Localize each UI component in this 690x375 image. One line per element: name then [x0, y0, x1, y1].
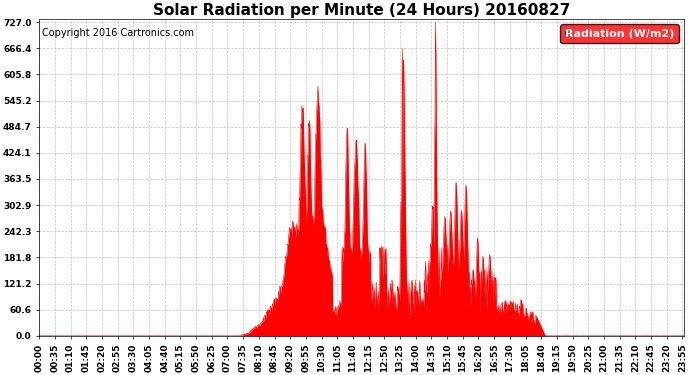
Title: Solar Radiation per Minute (24 Hours) 20160827: Solar Radiation per Minute (24 Hours) 20…	[153, 3, 571, 18]
Legend: Radiation (W/m2): Radiation (W/m2)	[560, 24, 679, 44]
Text: Copyright 2016 Cartronics.com: Copyright 2016 Cartronics.com	[42, 28, 195, 39]
